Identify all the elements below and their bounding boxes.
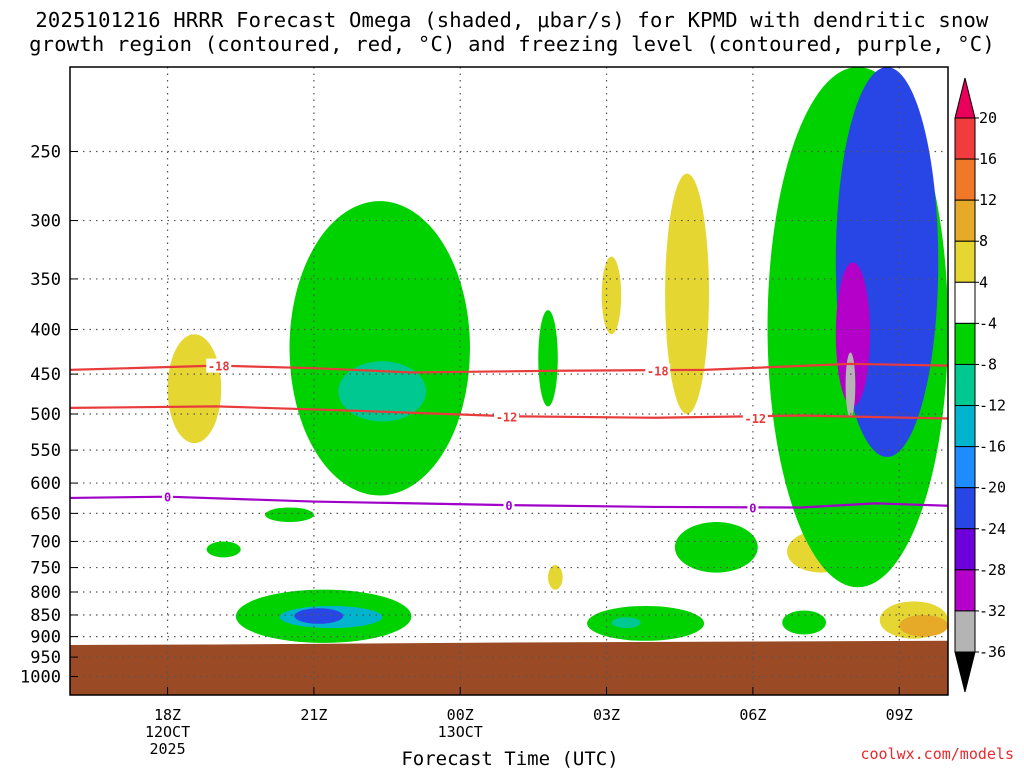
contour-label-bg xyxy=(645,363,671,378)
omega-region xyxy=(899,614,948,637)
site-credit: coolwx.com/models xyxy=(860,745,1014,763)
contour-line xyxy=(70,495,948,509)
colorbar-box xyxy=(954,363,976,407)
omega-region xyxy=(206,541,241,558)
omega-region xyxy=(601,256,622,335)
colorbar-box xyxy=(954,610,976,653)
colorbar-box xyxy=(954,158,976,201)
colorbar-box xyxy=(954,446,976,489)
colorbar-box xyxy=(954,240,976,283)
colorbar-label: -12 xyxy=(979,397,1006,415)
y-tick-label: 800 xyxy=(30,583,61,603)
contour-label-bg xyxy=(742,410,768,425)
contour-label-bg xyxy=(206,358,232,373)
x-tick-label: 18Z xyxy=(154,706,181,724)
y-tick-label: 850 xyxy=(30,606,61,626)
y-tick-label: 900 xyxy=(30,628,61,648)
x-axis-label: Forecast Time (UTC) xyxy=(401,748,618,768)
x-tick-label: 13OCT xyxy=(438,723,483,741)
chart-title-line-1: 2025101216 HRRR Forecast Omega (shaded, … xyxy=(35,8,989,32)
colorbar-label: -4 xyxy=(979,314,997,332)
omega-region xyxy=(845,352,856,418)
contour-label-bg xyxy=(494,409,520,424)
y-tick-label: 1000 xyxy=(20,668,61,688)
colorbar-box xyxy=(954,281,976,324)
colorbar: 20 16 12 8 4 -4 -8 -12 -16 -20 -24 -28 -32 -36 xyxy=(954,77,1006,693)
colorbar-bottom-triangle xyxy=(954,651,976,693)
colorbar-box xyxy=(954,322,976,365)
contour-label: 0 xyxy=(505,499,512,513)
y-tick-label: 750 xyxy=(30,559,61,579)
contour-label: -12 xyxy=(496,410,518,424)
omega-region xyxy=(294,608,344,624)
omega-region xyxy=(587,605,705,641)
colorbar-label: 12 xyxy=(979,191,997,209)
contour-label-bg xyxy=(503,498,515,513)
omega-region xyxy=(782,610,827,635)
x-tick-label: 00Z xyxy=(447,706,474,724)
y-tick-label: 550 xyxy=(30,441,61,461)
y-tick-label: 450 xyxy=(30,365,61,385)
y-tick-label: 250 xyxy=(30,143,61,163)
colorbar-label: 16 xyxy=(979,150,997,168)
contour-label: 0 xyxy=(749,502,756,516)
omega-region xyxy=(538,310,558,407)
colorbar-top-triangle xyxy=(954,77,976,119)
y-tick-label: 500 xyxy=(30,405,61,425)
x-tick-label: 2025 xyxy=(149,740,185,758)
omega-region xyxy=(338,361,427,422)
plot-frame xyxy=(69,66,949,696)
y-tick-label: 350 xyxy=(30,270,61,290)
y-tick-label: 950 xyxy=(30,648,61,668)
colorbar-label: -36 xyxy=(979,643,1006,661)
colorbar-label: -20 xyxy=(979,479,1006,497)
omega-region xyxy=(548,565,563,590)
colorbar-label: -8 xyxy=(979,355,997,373)
colorbar-box xyxy=(954,487,976,530)
contour-line xyxy=(70,362,948,374)
omega-region xyxy=(265,507,314,523)
contour-label: -12 xyxy=(744,412,766,426)
x-tick-label: 09Z xyxy=(886,706,913,724)
x-tick-label: 12OCT xyxy=(145,723,190,741)
colorbar-label: -28 xyxy=(979,561,1006,579)
colorbar-label: -24 xyxy=(979,520,1006,538)
chart-title: 2025101216 HRRR Forecast Omega (shaded, … xyxy=(0,8,1024,56)
colorbar-box xyxy=(954,569,976,612)
x-tick-label: 03Z xyxy=(593,706,620,724)
omega-region xyxy=(665,173,709,415)
y-tick-label: 650 xyxy=(30,504,61,524)
plot-area: -18 -18 -12 -12 0 0 0 xyxy=(70,67,948,695)
colorbar-label: 4 xyxy=(979,273,988,291)
chart-title-line-2: growth region (contoured, red, °C) and f… xyxy=(29,32,995,56)
contour-label: -18 xyxy=(647,365,669,379)
omega-region xyxy=(835,262,870,407)
y-tick-label: 700 xyxy=(30,532,61,552)
colorbar-box xyxy=(954,199,976,242)
omega-region xyxy=(674,522,758,573)
contour-label-bg xyxy=(162,489,174,504)
contour-label: -18 xyxy=(208,360,230,374)
omega-region xyxy=(167,334,222,444)
y-tick-label: 300 xyxy=(30,212,61,232)
terrain xyxy=(70,640,948,695)
x-tick-label: 21Z xyxy=(300,706,327,724)
y-tick-label: 400 xyxy=(30,321,61,341)
colorbar-box xyxy=(954,117,976,160)
colorbar-label: 8 xyxy=(979,232,988,250)
axes: 2503003504004505005506006507007508008509… xyxy=(20,66,949,758)
colorbar-box xyxy=(954,405,976,448)
colorbar-label: -16 xyxy=(979,438,1006,456)
omega-region xyxy=(611,617,641,629)
colorbar-label: 20 xyxy=(979,109,997,127)
contour-label-bg xyxy=(747,500,759,515)
colorbar-label: -32 xyxy=(979,602,1006,620)
shading-group: -18 -18 -12 -12 0 0 0 xyxy=(70,67,948,695)
contour-label: 0 xyxy=(164,491,171,505)
colorbar-box xyxy=(954,528,976,571)
omega-region xyxy=(289,201,470,496)
y-tick-label: 600 xyxy=(30,474,61,494)
x-tick-label: 06Z xyxy=(739,706,766,724)
